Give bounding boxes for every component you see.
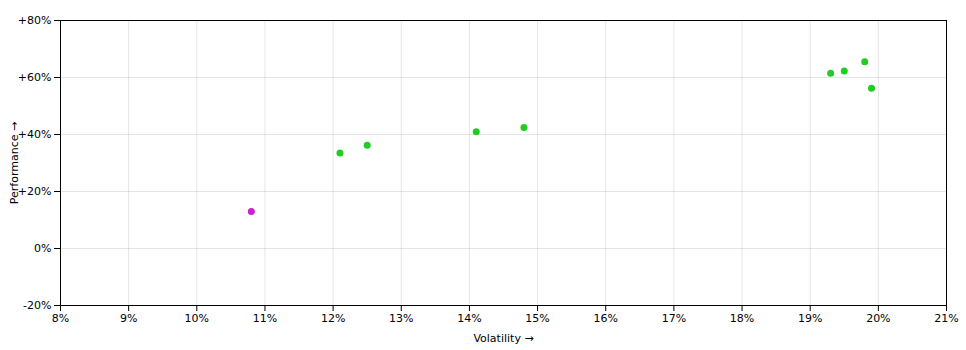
svg-text:21%: 21% xyxy=(934,312,958,325)
svg-text:11%: 11% xyxy=(253,312,277,325)
svg-text:19%: 19% xyxy=(798,312,822,325)
svg-text:Volatility →: Volatility → xyxy=(473,332,533,345)
svg-text:+60%: +60% xyxy=(18,71,52,84)
svg-text:+40%: +40% xyxy=(18,128,52,141)
svg-text:+80%: +80% xyxy=(18,14,52,27)
svg-text:16%: 16% xyxy=(594,312,618,325)
svg-text:15%: 15% xyxy=(525,312,549,325)
svg-text:20%: 20% xyxy=(866,312,890,325)
svg-text:12%: 12% xyxy=(321,312,345,325)
svg-text:0%: 0% xyxy=(34,242,51,255)
svg-text:17%: 17% xyxy=(662,312,686,325)
svg-text:8%: 8% xyxy=(52,312,69,325)
svg-text:18%: 18% xyxy=(730,312,754,325)
svg-text:13%: 13% xyxy=(389,312,413,325)
svg-text:-20%: -20% xyxy=(23,299,51,312)
svg-text:Performance →: Performance → xyxy=(8,122,21,204)
svg-text:9%: 9% xyxy=(120,312,137,325)
svg-text:+20%: +20% xyxy=(18,185,52,198)
svg-text:14%: 14% xyxy=(457,312,481,325)
svg-text:10%: 10% xyxy=(185,312,209,325)
